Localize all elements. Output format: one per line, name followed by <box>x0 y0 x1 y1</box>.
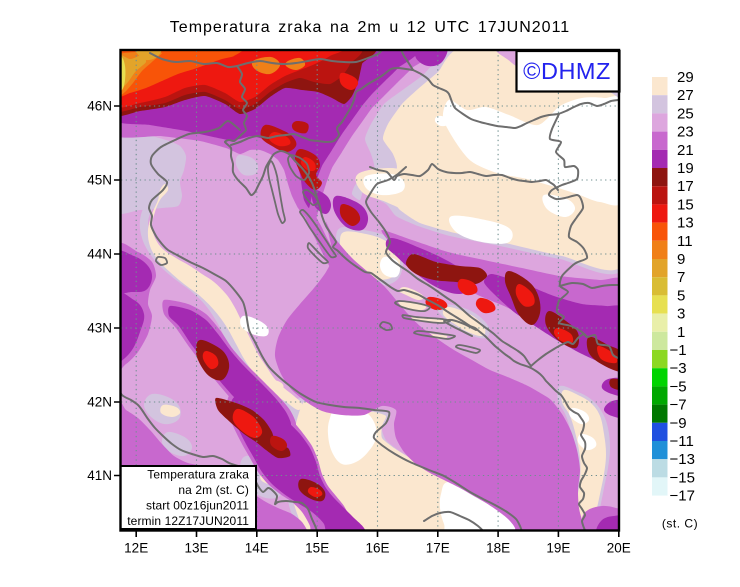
svg-text:−3: −3 <box>670 360 687 377</box>
svg-text:−7: −7 <box>670 397 687 414</box>
svg-text:termin 12Z17JUN2011: termin 12Z17JUN2011 <box>127 514 249 528</box>
svg-text:25: 25 <box>677 105 694 122</box>
svg-text:13E: 13E <box>184 541 208 556</box>
svg-text:17: 17 <box>677 178 694 195</box>
svg-text:13: 13 <box>677 215 694 232</box>
svg-text:1: 1 <box>677 324 685 341</box>
svg-text:3: 3 <box>677 306 685 323</box>
svg-text:start 00z16jun2011: start 00z16jun2011 <box>146 499 249 513</box>
svg-text:Temperatura zraka: Temperatura zraka <box>147 468 249 482</box>
svg-text:18E: 18E <box>486 541 510 556</box>
svg-text:−15: −15 <box>670 469 695 486</box>
svg-text:12E: 12E <box>124 541 148 556</box>
svg-text:16E: 16E <box>365 541 389 556</box>
svg-text:11: 11 <box>677 233 693 250</box>
svg-text:−1: −1 <box>670 342 687 359</box>
svg-text:19E: 19E <box>546 541 570 556</box>
svg-text:17E: 17E <box>426 541 450 556</box>
svg-text:−17: −17 <box>670 488 695 505</box>
svg-text:46N: 46N <box>87 99 112 114</box>
svg-text:42N: 42N <box>87 395 112 410</box>
svg-text:44N: 44N <box>87 247 112 262</box>
svg-text:19: 19 <box>677 160 694 177</box>
svg-text:43N: 43N <box>87 321 112 336</box>
svg-text:−13: −13 <box>670 451 695 468</box>
svg-text:29: 29 <box>677 69 694 86</box>
svg-text:5: 5 <box>677 287 685 304</box>
svg-text:15E: 15E <box>305 541 329 556</box>
svg-text:7: 7 <box>677 269 685 286</box>
svg-text:Temperatura zraka na 2m u 12 U: Temperatura zraka na 2m u 12 UTC 17JUN20… <box>170 19 570 36</box>
svg-text:−5: −5 <box>670 378 687 395</box>
svg-text:45N: 45N <box>87 173 112 188</box>
svg-text:−11: −11 <box>670 433 694 450</box>
svg-text:na 2m (st. C): na 2m (st. C) <box>178 483 249 497</box>
svg-text:27: 27 <box>677 87 694 104</box>
svg-text:14E: 14E <box>245 541 269 556</box>
svg-text:20E: 20E <box>607 541 631 556</box>
svg-text:41N: 41N <box>87 468 112 483</box>
svg-text:23: 23 <box>677 124 694 141</box>
svg-text:(st. C): (st. C) <box>662 517 698 531</box>
svg-text:9: 9 <box>677 251 685 268</box>
svg-text:©DHMZ: ©DHMZ <box>523 58 611 84</box>
svg-text:−9: −9 <box>670 415 687 432</box>
svg-text:21: 21 <box>677 142 694 159</box>
svg-text:15: 15 <box>677 196 694 213</box>
